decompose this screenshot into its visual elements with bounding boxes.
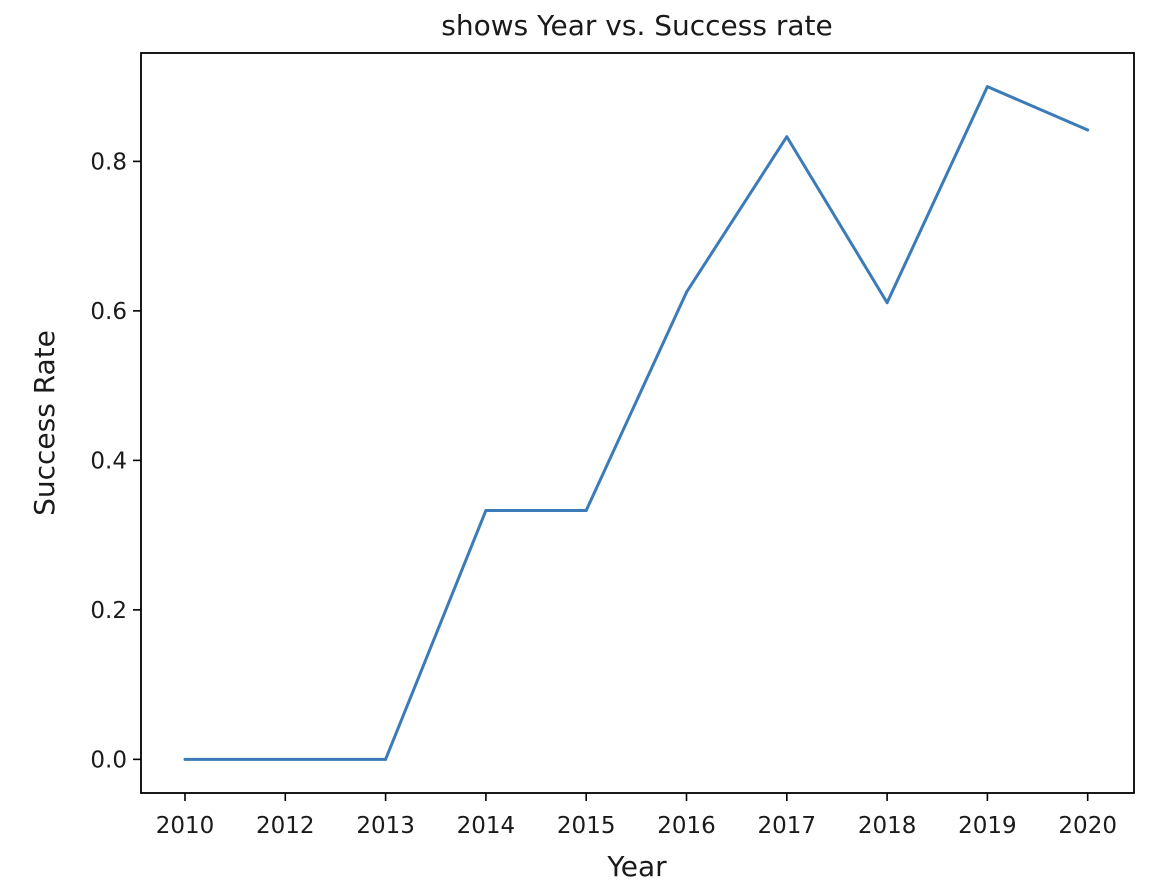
plot-area-frame (140, 52, 1135, 794)
data-point (685, 290, 688, 294)
x-axis-ticks: 2010 2012 2013 2014 2015 2016 2017 2018 2019 2020 (156, 793, 1117, 839)
y-axis-title: Success Rate (28, 330, 61, 516)
y-tick-label: 0.2 (90, 598, 127, 624)
data-point (985, 85, 989, 89)
x-tick-label: 2012 (256, 813, 315, 839)
y-tick-label: 0.4 (90, 448, 127, 474)
x-tick-label: 2019 (958, 813, 1017, 839)
y-tick-label: 0.6 (90, 299, 127, 325)
y-tick-label: 0.8 (90, 149, 127, 175)
x-tick-label: 2015 (557, 813, 616, 839)
data-point (1086, 128, 1090, 132)
x-tick-label: 2017 (758, 813, 817, 839)
data-point (183, 757, 187, 761)
data-point (484, 508, 488, 512)
x-tick-label: 2013 (356, 813, 415, 839)
data-point (384, 757, 388, 761)
x-tick-label: 2020 (1058, 813, 1117, 839)
x-tick-label: 2018 (858, 813, 917, 839)
chart-title: shows Year vs. Success rate (441, 9, 832, 42)
data-point (785, 135, 789, 139)
data-point (584, 508, 588, 512)
y-axis-ticks: 0.0 0.2 0.4 0.6 0.8 (90, 149, 141, 773)
x-tick-label: 2016 (657, 813, 716, 839)
series-line (185, 85, 1089, 761)
series-layer (183, 85, 1090, 761)
x-axis-title: Year (606, 850, 667, 883)
x-tick-label: 2010 (156, 813, 215, 839)
y-tick-label: 0.0 (90, 747, 127, 773)
x-tick-label: 2014 (457, 813, 516, 839)
data-point (283, 757, 287, 761)
data-point (885, 301, 889, 305)
